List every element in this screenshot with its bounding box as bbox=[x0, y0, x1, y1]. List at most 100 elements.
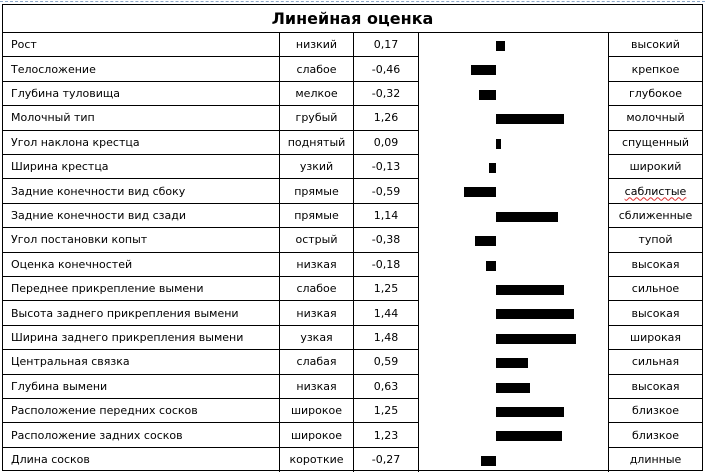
score-bar bbox=[496, 211, 558, 222]
table-row: Задние конечности вид сбоку прямые -0,59 са… bbox=[3, 179, 702, 204]
score-value-text: 1,44 bbox=[373, 306, 399, 320]
trait-label: Ширина заднего прикрепления вымени bbox=[3, 326, 279, 351]
score-bar bbox=[496, 358, 528, 369]
table-row: Расположение передних сосков широкое 1,25 б… bbox=[3, 399, 702, 424]
score-value: 1,14 bbox=[353, 203, 419, 229]
trait-label-text: Оценка конечностей bbox=[11, 257, 133, 271]
score-value-text: 0,59 bbox=[373, 355, 399, 369]
trait-label-text: Угол наклона крестца bbox=[11, 135, 140, 149]
score-value: -0,18 bbox=[353, 252, 419, 277]
trait-label: Центральная связка bbox=[3, 350, 279, 375]
low-pole-label: широкое bbox=[279, 399, 353, 424]
low-pole-label-text: широкое bbox=[290, 404, 343, 418]
score-value: 0,17 bbox=[353, 33, 419, 58]
high-pole-label-text: высокая bbox=[631, 379, 680, 393]
score-bar bbox=[496, 333, 576, 344]
bar-cell bbox=[419, 301, 608, 325]
score-value: 0,59 bbox=[353, 350, 419, 375]
low-pole-label: слабое bbox=[279, 277, 353, 302]
low-pole-label-text: широкое bbox=[290, 428, 343, 442]
score-value: 1,44 bbox=[353, 301, 419, 326]
score-value-text: 0,09 bbox=[373, 135, 399, 149]
table-row: Расположение задних сосков широкое 1,23 бли… bbox=[3, 423, 702, 448]
low-pole-label-text: узкая bbox=[300, 330, 333, 344]
high-pole-label: широкий bbox=[608, 155, 702, 180]
score-value: 1,26 bbox=[353, 106, 419, 131]
score-value-text: -0,38 bbox=[371, 233, 401, 247]
score-bar bbox=[488, 163, 496, 173]
score-value: -0,59 bbox=[353, 179, 419, 204]
score-bar bbox=[496, 382, 531, 393]
low-pole-label-text: узкий bbox=[299, 160, 334, 174]
score-value: -0,27 bbox=[353, 447, 419, 473]
low-pole-label: слабая bbox=[279, 350, 353, 375]
low-pole-label-text: низкая bbox=[296, 306, 337, 320]
high-pole-label: близкое bbox=[608, 399, 702, 424]
low-pole-label-text: слабое bbox=[296, 62, 337, 76]
trait-label-text: Расположение задних сосков bbox=[11, 428, 183, 442]
low-pole-label-text: короткие bbox=[289, 453, 344, 467]
low-pole-label: грубый bbox=[279, 106, 353, 131]
score-value-text: -0,27 bbox=[371, 453, 401, 467]
score-bar bbox=[481, 455, 496, 466]
trait-label-text: Глубина вымени bbox=[11, 379, 108, 393]
low-pole-label: прямые bbox=[279, 203, 353, 229]
high-pole-label-text: сближенные bbox=[618, 208, 693, 222]
score-value-text: 0,17 bbox=[373, 38, 399, 52]
score-value-text: -0,32 bbox=[371, 86, 401, 100]
high-pole-label-text: высокая bbox=[631, 257, 680, 271]
score-value-text: 1,25 bbox=[373, 282, 399, 296]
trait-label-text: Рост bbox=[11, 38, 37, 52]
bar-cell bbox=[419, 57, 608, 81]
bar-cell bbox=[419, 179, 608, 203]
score-value-text: 1,48 bbox=[373, 330, 399, 344]
score-bar bbox=[471, 65, 496, 76]
bar-cell bbox=[419, 131, 608, 155]
bar-cell bbox=[419, 228, 608, 252]
bar-cell bbox=[419, 253, 608, 277]
table-row: Рост низкий 0,17 высокий bbox=[3, 33, 702, 58]
trait-label: Телосложение bbox=[3, 57, 279, 82]
trait-label: Задние конечности вид сзади bbox=[3, 204, 279, 229]
score-bar bbox=[464, 187, 496, 198]
bar-cell bbox=[419, 277, 608, 301]
trait-label-text: Молочный тип bbox=[11, 111, 95, 125]
trait-label: Длина сосков bbox=[3, 448, 279, 472]
score-bar bbox=[478, 89, 496, 100]
trait-label: Расположение задних сосков bbox=[3, 423, 279, 448]
low-pole-label: острый bbox=[279, 228, 353, 253]
score-value: 0,09 bbox=[353, 130, 419, 155]
trait-label: Рост bbox=[3, 33, 279, 58]
low-pole-label-text: прямые bbox=[294, 184, 339, 198]
score-value: 1,23 bbox=[353, 423, 419, 448]
low-pole-label: широкое bbox=[279, 423, 353, 448]
selection-border bbox=[0, 1, 705, 2]
trait-label-text: Расположение передних сосков bbox=[11, 404, 198, 418]
high-pole-label: молочный bbox=[608, 106, 702, 131]
score-value-text: -0,59 bbox=[371, 184, 401, 198]
high-pole-label: длинные bbox=[608, 447, 702, 473]
low-pole-label-text: низкая bbox=[296, 379, 337, 393]
score-bar bbox=[496, 114, 565, 125]
low-pole-label: мелкое bbox=[279, 81, 353, 107]
high-pole-label-text: широкий bbox=[629, 160, 682, 174]
score-value: -0,46 bbox=[353, 57, 419, 82]
high-pole-label: высокая bbox=[608, 252, 702, 277]
bar-cell bbox=[419, 82, 608, 106]
trait-label: Угол постановки копыт bbox=[3, 228, 279, 253]
low-pole-label: поднятый bbox=[279, 130, 353, 155]
high-pole-label-text: высокая bbox=[631, 306, 680, 320]
score-value-text: 1,26 bbox=[373, 111, 399, 125]
trait-label: Глубина вымени bbox=[3, 375, 279, 399]
score-bar bbox=[475, 236, 496, 247]
low-pole-label-text: мелкое bbox=[295, 86, 338, 100]
high-pole-label-text: молочный bbox=[626, 111, 685, 125]
table-row: Глубина вымени низкая 0,63 высокая bbox=[3, 374, 702, 399]
score-bar bbox=[496, 138, 501, 149]
high-pole-label: широкая bbox=[608, 325, 702, 351]
high-pole-label: близкое bbox=[608, 423, 702, 448]
score-value-text: 0,63 bbox=[373, 379, 399, 393]
linear-assessment-table: Линейная оценка Рост низкий 0,17 высокий Тел… bbox=[2, 4, 703, 473]
table-row: Ширина крестца узкий -0,13 широкий bbox=[3, 155, 702, 180]
trait-label-text: Угол постановки копыт bbox=[11, 233, 148, 247]
